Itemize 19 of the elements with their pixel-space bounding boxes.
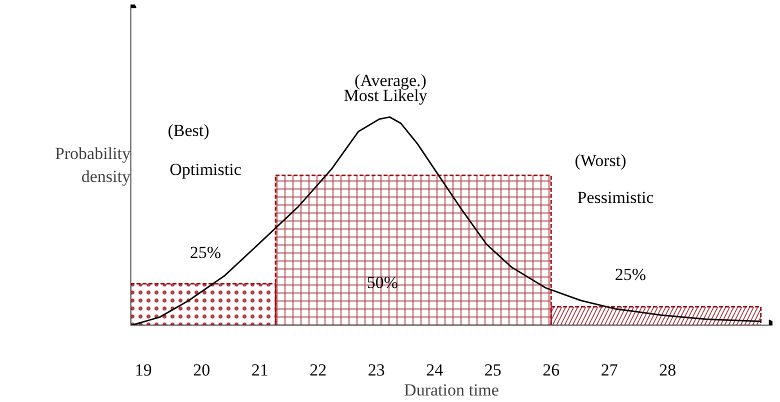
annotation: (Best) bbox=[168, 121, 210, 140]
x-tick-label: 19 bbox=[134, 360, 152, 380]
annotation: 25% bbox=[190, 243, 222, 262]
text: (Average.) bbox=[354, 71, 426, 90]
x-tick-label: 25 bbox=[484, 360, 502, 380]
x-tick-label: 20 bbox=[193, 360, 210, 380]
y-axis-title: Probability density bbox=[54, 144, 131, 186]
x-tick-label: 24 bbox=[426, 360, 444, 380]
x-tick-label: 23 bbox=[368, 360, 385, 380]
annotation: (Worst) bbox=[574, 151, 626, 170]
annotation: Pessimistic bbox=[577, 188, 654, 207]
x-tick-label: 26 bbox=[542, 360, 560, 380]
x-tick-label: 21 bbox=[251, 360, 268, 380]
x-tick-label: 22 bbox=[310, 360, 327, 380]
annotation: 25% bbox=[614, 265, 646, 284]
annotation: Optimistic bbox=[170, 160, 242, 179]
x-tick-label: 27 bbox=[600, 360, 618, 380]
x-tick-label: 28 bbox=[659, 360, 676, 380]
x-axis-title: Duration time bbox=[404, 380, 499, 400]
